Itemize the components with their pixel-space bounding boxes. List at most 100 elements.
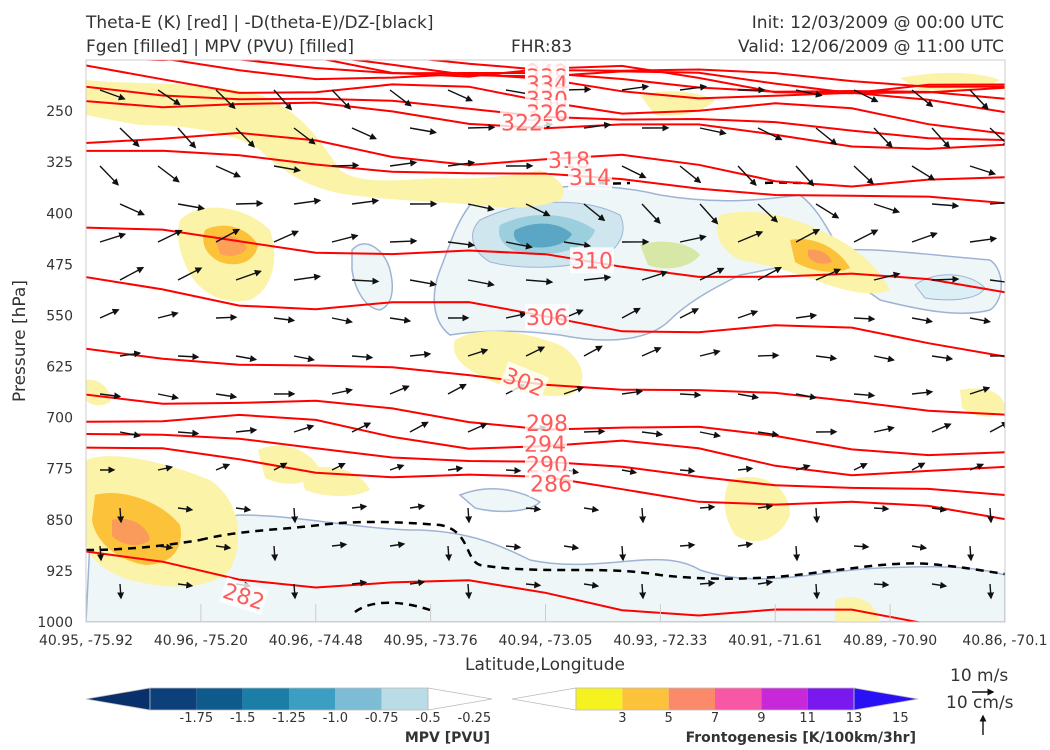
wind-vector [157, 464, 174, 472]
wind-vector [447, 465, 464, 473]
colorbar-swatch [335, 688, 382, 710]
theta-e-label: 310 [570, 247, 614, 274]
wind-vector [621, 388, 644, 396]
wind-vector [969, 165, 997, 176]
wind-vector [795, 393, 817, 401]
wind-vector [177, 127, 197, 149]
wind-vector [235, 127, 255, 148]
wind-vector [409, 279, 437, 288]
wind-vector [583, 427, 606, 435]
wind-vector [969, 89, 989, 111]
colorbar-swatch [715, 688, 762, 710]
colorbar-swatch [150, 688, 197, 710]
mpv-colorbar: -1.75 -1.5 -1.25 -1.0 -0.75 -0.5 -0.25 MPV [PVU… [85, 687, 493, 746]
fgen-green-blob [640, 241, 700, 269]
wind-vector [563, 543, 580, 551]
theta-e-contour-line [86, 550, 923, 622]
wind-vector [989, 127, 1005, 147]
wind-vector [389, 541, 406, 549]
wind-vector [467, 422, 488, 433]
wind-vector [873, 271, 901, 281]
wind-vector [967, 545, 975, 562]
wind-vector [117, 583, 125, 600]
wind-vector [757, 266, 783, 281]
wind-vector [911, 388, 934, 396]
wind-vector [525, 278, 554, 286]
filled-fields [86, 72, 1005, 622]
wind-vector [679, 83, 708, 91]
colorbar-swatch [668, 688, 715, 710]
wind-vector [911, 89, 934, 108]
wind-vector [969, 317, 991, 325]
wind-vector [331, 462, 346, 471]
colorbar-extend-left [85, 687, 151, 711]
wind-vector [853, 543, 870, 551]
wind-vector [873, 203, 901, 214]
wind-vector [987, 583, 995, 600]
wind-vector [351, 353, 374, 361]
wind-vector [273, 165, 301, 173]
wind-vector [815, 127, 838, 146]
fgen-right-peak [808, 249, 832, 264]
colorbar-tick-label: 5 [665, 711, 673, 726]
wind-vector [447, 241, 476, 249]
wind-vector [215, 228, 241, 243]
wind-vector [177, 203, 205, 211]
wind-vector [293, 424, 315, 433]
wind-vector [679, 391, 702, 399]
wind-vector [235, 505, 252, 513]
wind-vector [235, 199, 264, 207]
wind-vector [119, 267, 145, 281]
wind-vector [583, 203, 606, 222]
dtheta-dz-contour-low [199, 520, 1005, 580]
theta-e-label: 286 [529, 470, 573, 498]
wind-vector [273, 230, 299, 243]
wind-vector [931, 505, 948, 513]
wind-vector [931, 581, 948, 589]
wind-vector [467, 123, 496, 131]
wind-vector [215, 463, 231, 471]
y-tick-label: 400 [46, 206, 73, 222]
wind-vector [853, 463, 868, 471]
colorbar-tick-label: 15 [892, 711, 909, 726]
wind-vector [331, 161, 360, 169]
wind-vector [679, 234, 707, 243]
wind-vector [699, 579, 716, 587]
wind-vector [235, 427, 258, 434]
wind-vector [293, 127, 316, 145]
wind-vector [445, 545, 453, 562]
mpv-region-low [86, 514, 1005, 622]
wind-vector [273, 316, 296, 324]
x-tick-label: 40.95, -73.76 [384, 633, 478, 649]
wind-vector [737, 309, 759, 319]
wind-vector [271, 545, 279, 562]
wind-vector [409, 579, 426, 587]
wind-vector [389, 463, 405, 471]
theta-e-contour-line [86, 149, 1005, 205]
mpv-region-core-3 [513, 223, 572, 248]
wind-vector [679, 467, 696, 475]
wind-vector [737, 541, 754, 549]
wind-vector [157, 229, 183, 243]
theta-e-contour-line [86, 100, 1005, 150]
x-tick-label: 40.96, -75.20 [154, 633, 248, 649]
wind-vector [679, 308, 700, 319]
dtheta-dz-contour-bottom [354, 601, 431, 614]
wind-vector [351, 197, 380, 205]
wind-vector [583, 121, 612, 129]
wind-vector [795, 229, 821, 243]
fgen-lower-left-peak [112, 518, 150, 545]
wind-vector [621, 165, 647, 179]
wind-vector [467, 279, 495, 288]
wind-vector [795, 312, 818, 320]
wind-vector [351, 277, 380, 285]
wind-vector [293, 355, 315, 363]
wind-vector [215, 543, 232, 551]
wind-vector [465, 507, 473, 524]
wind-vector [619, 545, 627, 562]
y-tick-label: 925 [46, 564, 73, 580]
wind-vector [853, 229, 879, 243]
wind-vector [331, 89, 351, 110]
wind-vector [293, 273, 322, 281]
colorbar-title: MPV [PVU] [405, 730, 490, 746]
